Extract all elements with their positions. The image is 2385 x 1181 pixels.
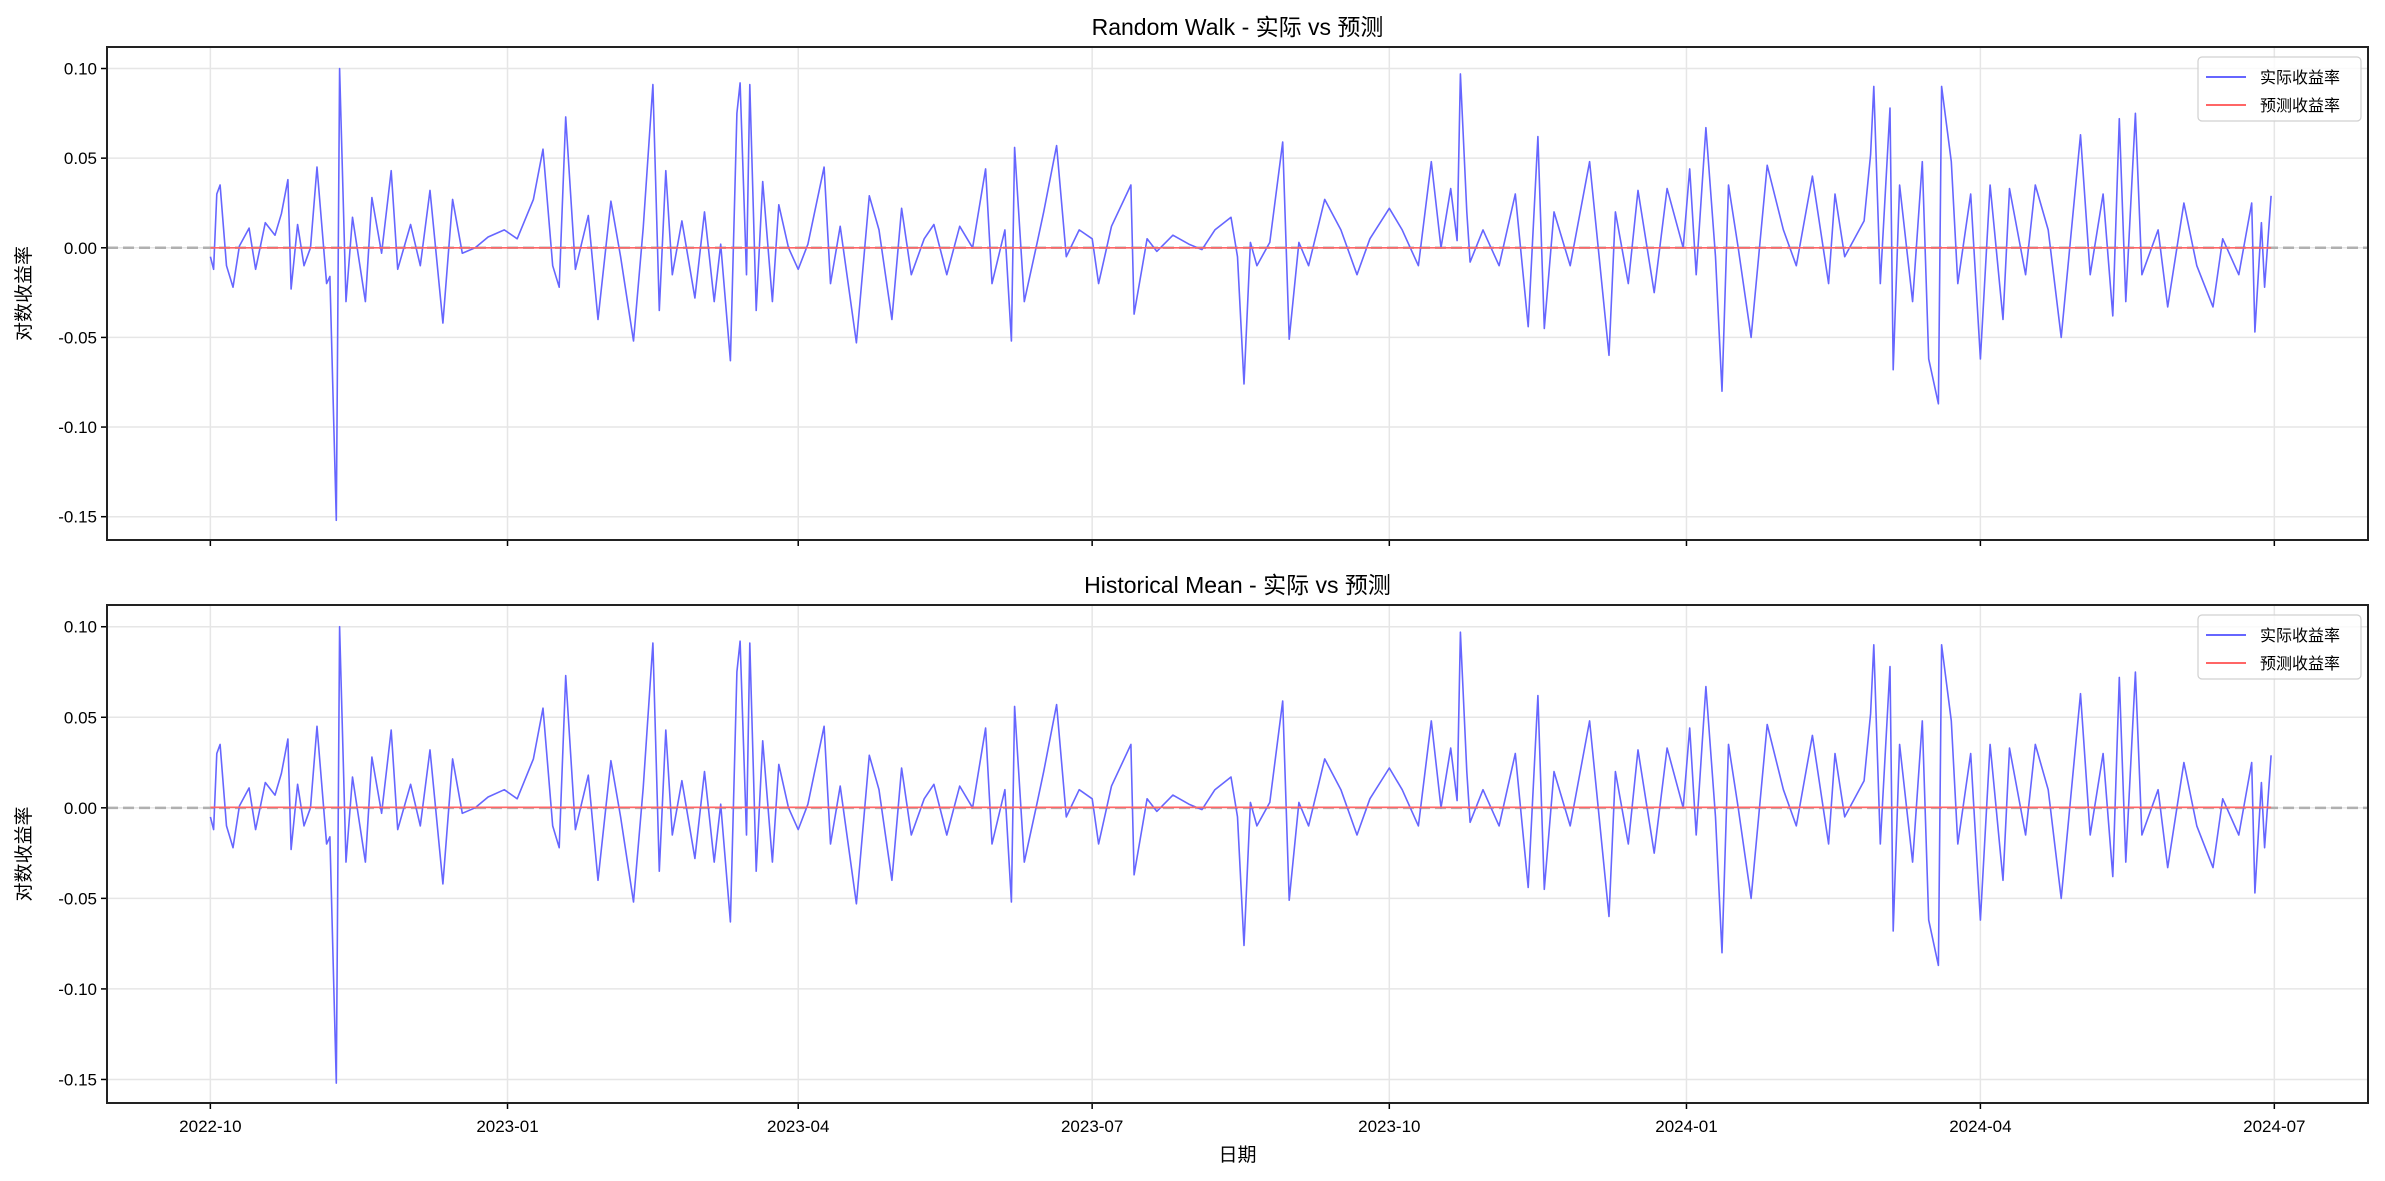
actual-returns-line (209, 625, 2272, 1084)
legend-label: 实际收益率 (2260, 69, 2340, 87)
x-tick-label: 2022-10 (179, 1117, 241, 1136)
chart-title: Random Walk - 实际 vs 预测 (1092, 14, 1384, 40)
x-tick-label: 2023-01 (476, 1117, 538, 1136)
subplot-1: 0.10 0.05 0.00 -0.05 -0.10 -0.15 Random Walk -… (13, 14, 2369, 546)
x-tick-label: 2024-04 (1949, 1117, 2011, 1136)
subplot-2: 0.10 0.05 0.00 -0.05 -0.10 -0.15 2022-10 2023-0… (13, 572, 2369, 1166)
x-tick-label: 2023-10 (1358, 1117, 1420, 1136)
y-tick-label: 0.10 (64, 618, 97, 637)
legend-label: 预测收益率 (2260, 655, 2340, 673)
y-tick-label: -0.10 (58, 418, 97, 437)
x-tick-label: 2024-07 (2243, 1117, 2305, 1136)
y-tick-label: -0.05 (58, 889, 97, 908)
x-tick-label: 2024-01 (1655, 1117, 1717, 1136)
y-tick-label: 0.05 (64, 708, 97, 727)
y-axis-label: 对数收益率 (13, 246, 35, 341)
y-tick-label: -0.15 (58, 508, 97, 527)
y-tick-label: 0.05 (64, 149, 97, 168)
y-tick-label: -0.15 (58, 1070, 97, 1089)
y-tick-label: 0.00 (64, 239, 97, 258)
y-tick-label: -0.10 (58, 980, 97, 999)
y-axis-label: 对数收益率 (13, 806, 35, 901)
legend-label: 实际收益率 (2260, 627, 2340, 645)
actual-returns-line (209, 67, 2272, 522)
x-tick-label: 2023-07 (1061, 1117, 1123, 1136)
y-tick-label: 0.00 (64, 799, 97, 818)
y-tick-label: 0.10 (64, 60, 97, 79)
axes-frame (106, 604, 2369, 1104)
legend-label: 预测收益率 (2260, 97, 2340, 115)
axes-frame (106, 46, 2369, 541)
y-tick-label: -0.05 (58, 328, 97, 347)
x-axis-label: 日期 (1218, 1144, 1256, 1166)
chart-title: Historical Mean - 实际 vs 预测 (1084, 572, 1391, 598)
x-tick-label: 2023-04 (767, 1117, 829, 1136)
